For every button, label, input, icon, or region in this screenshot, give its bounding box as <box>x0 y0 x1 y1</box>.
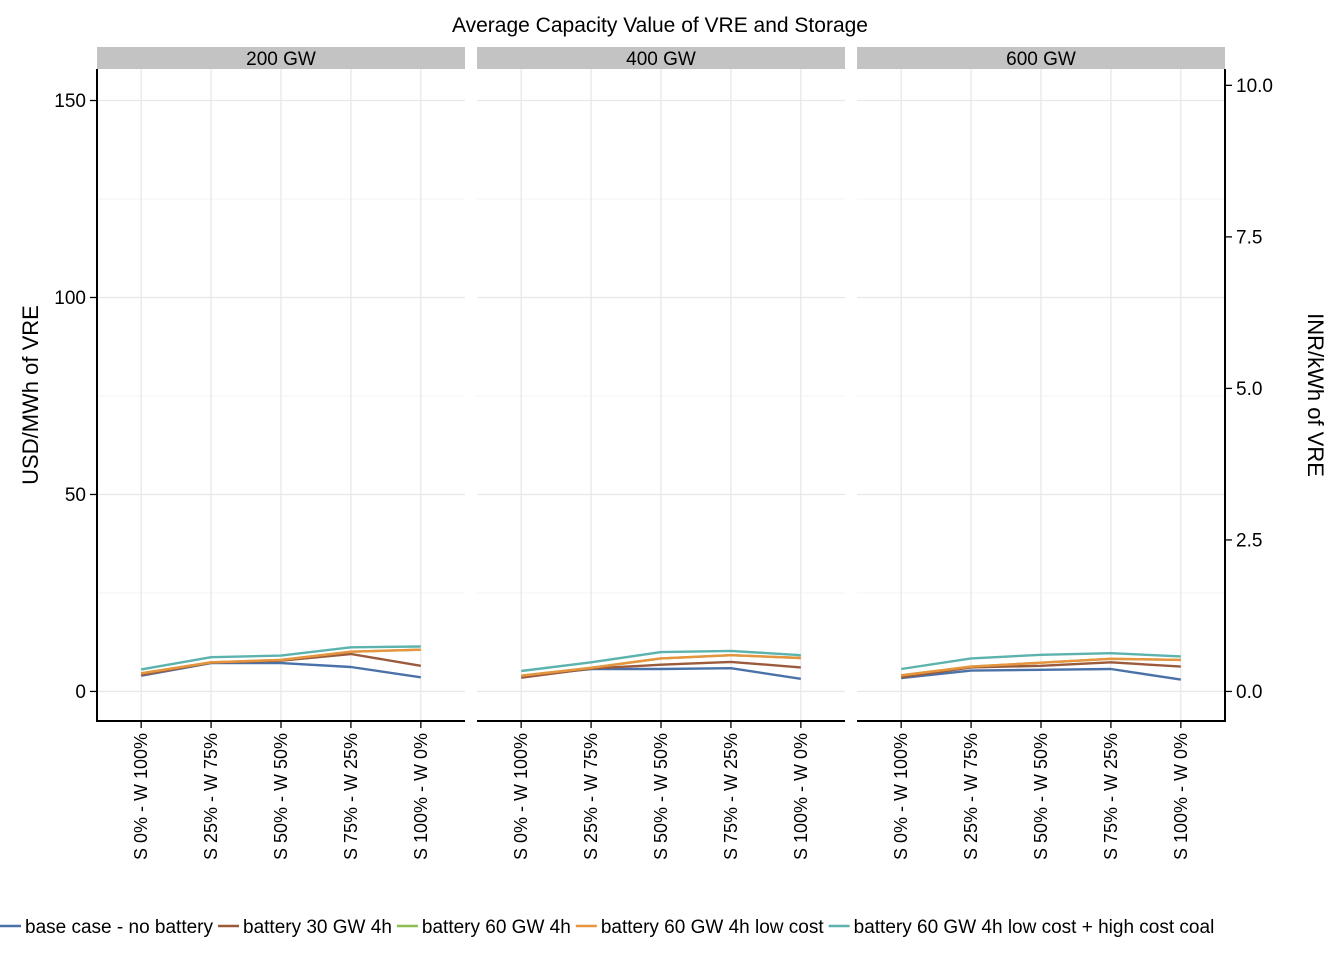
x-tick-label: S 0% - W 100% <box>891 733 911 860</box>
x-tick-label: S 25% - W 75% <box>581 733 601 860</box>
series-line-battery-60-gw-4h-low-cost <box>901 657 1181 677</box>
legend-label: battery 60 GW 4h low cost <box>601 917 825 938</box>
y-tick-label-left: 100 <box>54 288 86 309</box>
y-tick-label-right: 10.0 <box>1236 76 1273 97</box>
y-tick-label-right: 7.5 <box>1236 227 1262 248</box>
chart-title: Average Capacity Value of VRE and Storag… <box>452 14 868 37</box>
panel-200-gw: 200 GW S 0% - W 100% S 25% - W 75% S 50% - … <box>97 47 465 860</box>
strip-background <box>857 47 1225 69</box>
y-tick-label-right: 2.5 <box>1236 530 1262 551</box>
x-tick-label: S 0% - W 100% <box>511 733 531 860</box>
series-line-battery-60-gw-4h-low-cost <box>521 654 801 677</box>
legend-item-battery-60-gw-4h: battery 60 GW 4h <box>396 917 571 938</box>
legend-item-base-case-no-battery: base case - no battery <box>0 917 213 938</box>
strip-label: 200 GW <box>246 49 316 70</box>
legend-item-battery-60-gw-4h-low-cost-high-cost-coal: battery 60 GW 4h low cost + high cost co… <box>828 917 1215 938</box>
panel-400-gw: 400 GW S 0% - W 100% S 25% - W 75% S 50% - … <box>477 47 845 860</box>
x-tick-label: S 50% - W 50% <box>271 733 291 860</box>
y-tick-label-left: 50 <box>65 485 86 506</box>
series-line-battery-60-gw-4h-low-cost-high-cost-coal <box>521 649 801 673</box>
x-tick-label: S 75% - W 25% <box>1101 733 1121 860</box>
strip-background <box>97 47 465 69</box>
x-tick-label: S 50% - W 50% <box>651 733 671 860</box>
x-tick-label: S 75% - W 25% <box>721 733 741 860</box>
x-tick-label: S 25% - W 75% <box>201 733 221 860</box>
y-tick-label-left: 0 <box>75 682 86 703</box>
series-line-battery-60-gw-4h-low-cost <box>141 648 421 675</box>
strip-label: 600 GW <box>1006 49 1076 70</box>
x-tick-label: S 50% - W 50% <box>1031 733 1051 860</box>
y-axis-label: USD/MWh of VRE <box>18 305 43 485</box>
y-tick-label-left: 150 <box>54 91 86 112</box>
panels-layer: 200 GW S 0% - W 100% S 25% - W 75% S 50% - … <box>54 47 1273 860</box>
series-line-battery-60-gw-4h-low-cost-high-cost-coal <box>901 652 1181 671</box>
y-tick-label-right: 0.0 <box>1236 682 1262 703</box>
legend-label: battery 30 GW 4h <box>243 917 392 938</box>
x-tick-label: S 100% - W 0% <box>1171 733 1191 860</box>
y-tick-label-right: 5.0 <box>1236 379 1262 400</box>
x-tick-label: S 75% - W 25% <box>341 733 361 860</box>
legend-item-battery-60-gw-4h-low-cost: battery 60 GW 4h low cost <box>575 917 825 938</box>
legend-label: base case - no battery <box>25 917 213 938</box>
panel-600-gw: 600 GW S 0% - W 100% S 25% - W 75% S 50% - … <box>857 47 1225 860</box>
x-tick-label: S 100% - W 0% <box>791 733 811 860</box>
legend-label: battery 60 GW 4h <box>422 917 571 938</box>
x-tick-label: S 100% - W 0% <box>411 733 431 860</box>
series-line-base-case-no-battery <box>901 667 1181 681</box>
legend-label: battery 60 GW 4h low cost + high cost co… <box>854 917 1215 938</box>
legend-item-battery-30-gw-4h: battery 30 GW 4h <box>218 917 392 938</box>
y-axis-label-right: INR/kWh of VRE <box>1303 313 1328 477</box>
strip-label: 400 GW <box>626 49 696 70</box>
x-tick-label: S 25% - W 75% <box>961 733 981 860</box>
series-line-battery-60-gw-4h-low-cost-high-cost-coal <box>140 645 421 671</box>
strip-background <box>477 47 845 69</box>
legend: base case - no battery battery 30 GW 4h ba… <box>0 917 1214 938</box>
x-tick-label: S 0% - W 100% <box>131 733 151 860</box>
